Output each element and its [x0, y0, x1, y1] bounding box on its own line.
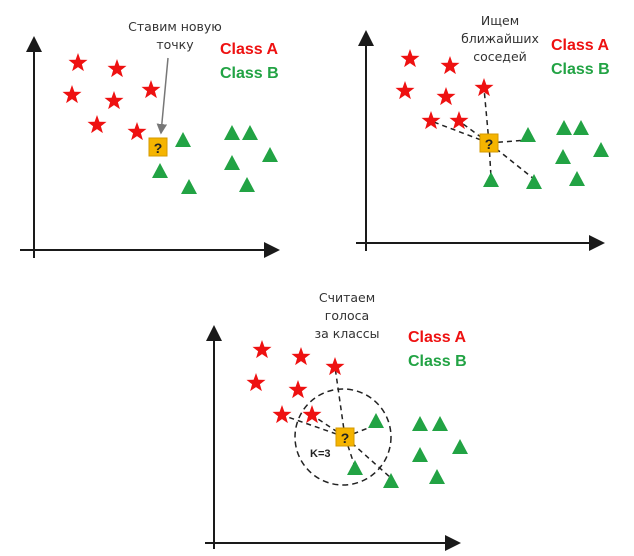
- caption-line-3: за классы: [314, 326, 379, 341]
- k-radius-circle: [294, 388, 392, 486]
- svg-text:?: ?: [341, 430, 350, 446]
- query-point: ?: [148, 137, 168, 157]
- class-b-points: [483, 120, 609, 189]
- class-b-points: [347, 413, 468, 488]
- caption-line-3: соседей: [473, 49, 527, 64]
- legend-class-b: Class B: [220, 65, 279, 82]
- panel-2: Ищем ближайших соседей Class A Class B ?: [356, 13, 610, 251]
- caption-line-2: точку: [156, 37, 194, 52]
- svg-text:?: ?: [154, 140, 163, 156]
- class-a-points: [246, 340, 345, 424]
- caption-line-1: Ищем: [481, 13, 519, 28]
- class-b-points: [152, 125, 278, 194]
- class-a-points: [62, 53, 161, 141]
- query-point: ?: [335, 427, 355, 447]
- query-point: ?: [479, 133, 499, 153]
- k-label: K=3: [310, 448, 331, 460]
- pointer-arrow: [156, 57, 169, 135]
- caption-line-2: ближайших: [461, 31, 539, 46]
- legend-class-a: Class A: [408, 329, 467, 346]
- panel-1: Ставим новую точку Class A Class B ?: [20, 19, 280, 258]
- legend-class-b: Class B: [551, 61, 610, 78]
- caption-line-1: Ставим новую: [128, 19, 222, 34]
- legend-class-b: Class B: [408, 353, 467, 370]
- panel-3: Считаем голоса за классы Class A Class B…: [205, 290, 468, 551]
- svg-text:?: ?: [485, 136, 494, 152]
- legend-class-a: Class A: [551, 37, 610, 54]
- caption-line-1: Считаем: [319, 290, 375, 305]
- caption-line-2: голоса: [325, 308, 369, 323]
- legend-class-a: Class A: [220, 41, 279, 58]
